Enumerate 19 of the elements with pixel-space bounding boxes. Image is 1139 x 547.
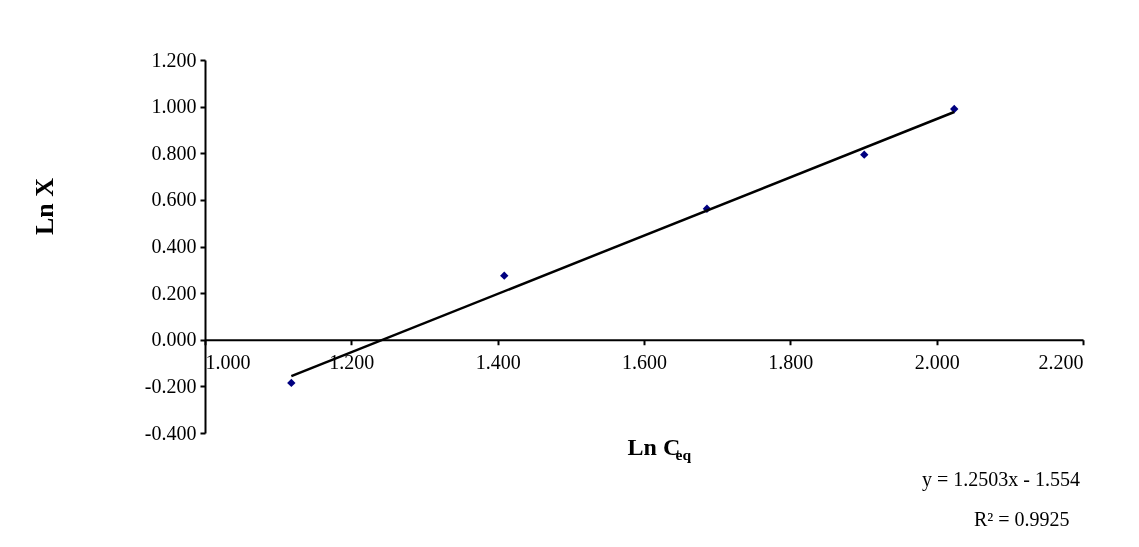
text: R² = 0.9925 <box>974 508 1070 530</box>
y-tick-label: 0.400 <box>151 235 197 257</box>
x-tick-label: 2.200 <box>1038 351 1084 374</box>
y-tick-label: -0.200 <box>144 374 197 397</box>
y-tick-label: 0.600 <box>151 188 197 211</box>
x-tick-label: 2.000 <box>914 351 960 374</box>
y-tick-label: 0.200 <box>151 281 197 304</box>
y-axis-title: Ln X <box>30 177 59 236</box>
y-tick-label: 0.000 <box>151 328 197 351</box>
text: y = 1.2503x - 1.554 <box>922 468 1080 491</box>
x-tick-label: 1.400 <box>475 351 521 374</box>
x-tick-label: 1.200 <box>329 351 375 374</box>
x-tick-label: 1.600 <box>622 351 667 374</box>
x-tick-label: 1.000 <box>205 351 251 374</box>
y-tick-label: -0.400 <box>144 421 197 444</box>
x-tick-label: 1.800 <box>768 351 814 374</box>
y-tick-label: 1.200 <box>151 48 197 71</box>
y-tick-label: 0.800 <box>151 141 197 164</box>
y-tick-label: 1.000 <box>151 95 197 118</box>
